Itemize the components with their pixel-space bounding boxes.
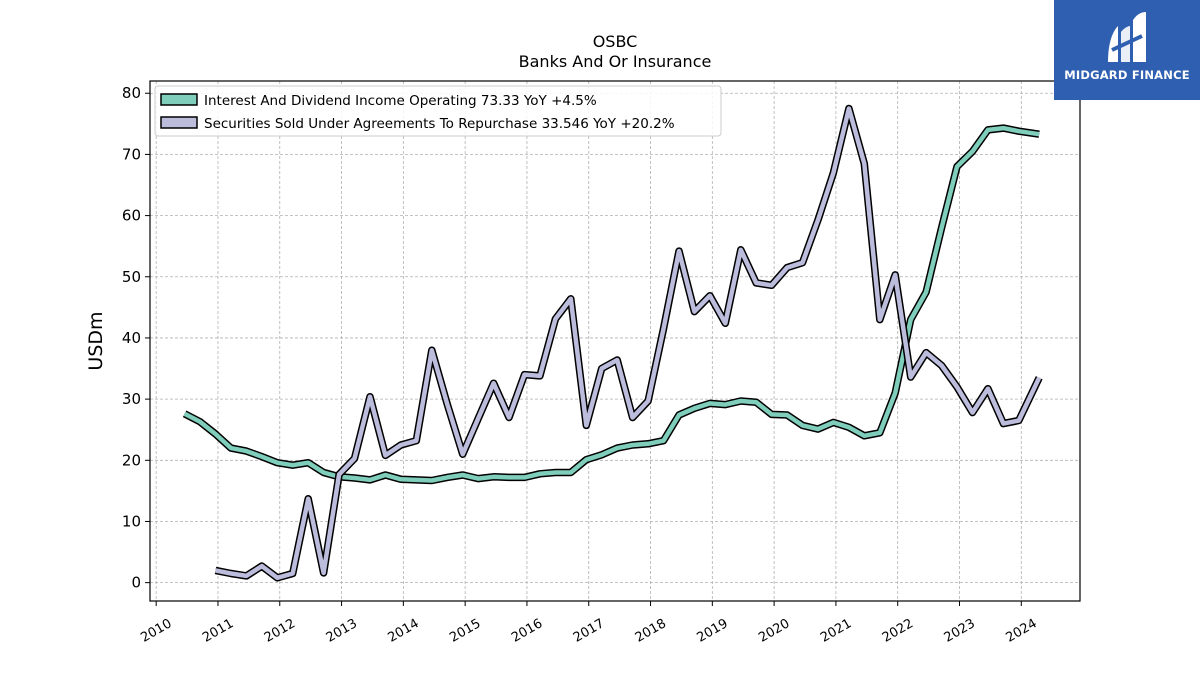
legend-label-2: Securities Sold Under Agreements To Repu… (204, 116, 675, 132)
y-tick-label: 30 (122, 390, 141, 408)
x-tick-label: 2010 (138, 616, 174, 646)
legend-swatch-2 (160, 116, 198, 129)
y-tick-label: 0 (131, 574, 141, 592)
series-1-stroke (183, 125, 1040, 483)
grid-lines (150, 81, 1080, 601)
series-lines (182, 104, 1043, 582)
x-tick-label: 2020 (756, 616, 792, 646)
chart-title: OSBC (593, 32, 638, 51)
y-tick-label: 20 (122, 451, 141, 469)
x-tick-label: 2016 (509, 616, 545, 646)
legend-box (154, 85, 722, 137)
legend-label-1: Interest And Dividend Income Operating 7… (204, 93, 597, 109)
x-tick-label: 2017 (571, 616, 607, 646)
x-tick-label: 2019 (694, 616, 730, 646)
brand-logo: MIDGARD FINANCE (1054, 0, 1200, 100)
y-tick-label: 50 (122, 268, 141, 286)
x-tick-label: 2018 (633, 616, 669, 646)
x-tick-label: 2021 (818, 616, 854, 646)
series-2-outline (214, 104, 1043, 582)
x-tick-label: 2015 (447, 616, 483, 646)
series-1-line (182, 124, 1040, 485)
legend-swatch-1 (160, 93, 198, 106)
chart-subtitle: Banks And Or Insurance (519, 52, 712, 71)
x-tick-label: 2014 (386, 616, 422, 646)
y-tick-label: 40 (122, 329, 141, 347)
y-axis-label: USDm (85, 311, 107, 370)
logo-mark-icon (1108, 12, 1146, 62)
x-tick-label: 2011 (200, 616, 236, 646)
x-tick-label: 2024 (1003, 616, 1039, 646)
series-1-outline (182, 124, 1040, 485)
series-2-stroke (215, 106, 1042, 581)
y-tick-label: 10 (122, 512, 141, 530)
logo-text: MIDGARD FINANCE (1064, 68, 1190, 82)
y-tick-label: 80 (122, 84, 141, 102)
y-tick-label: 70 (122, 145, 141, 163)
plot-frame (149, 80, 1081, 602)
x-tick-label: 2022 (880, 616, 916, 646)
x-tick-label: 2013 (324, 616, 360, 646)
x-tick-label: 2012 (262, 616, 298, 646)
y-tick-label: 60 (122, 207, 141, 225)
legend: Interest And Dividend Income Operating 7… (154, 85, 722, 137)
x-tick-label: 2023 (942, 616, 978, 646)
series-2-line (214, 104, 1043, 582)
